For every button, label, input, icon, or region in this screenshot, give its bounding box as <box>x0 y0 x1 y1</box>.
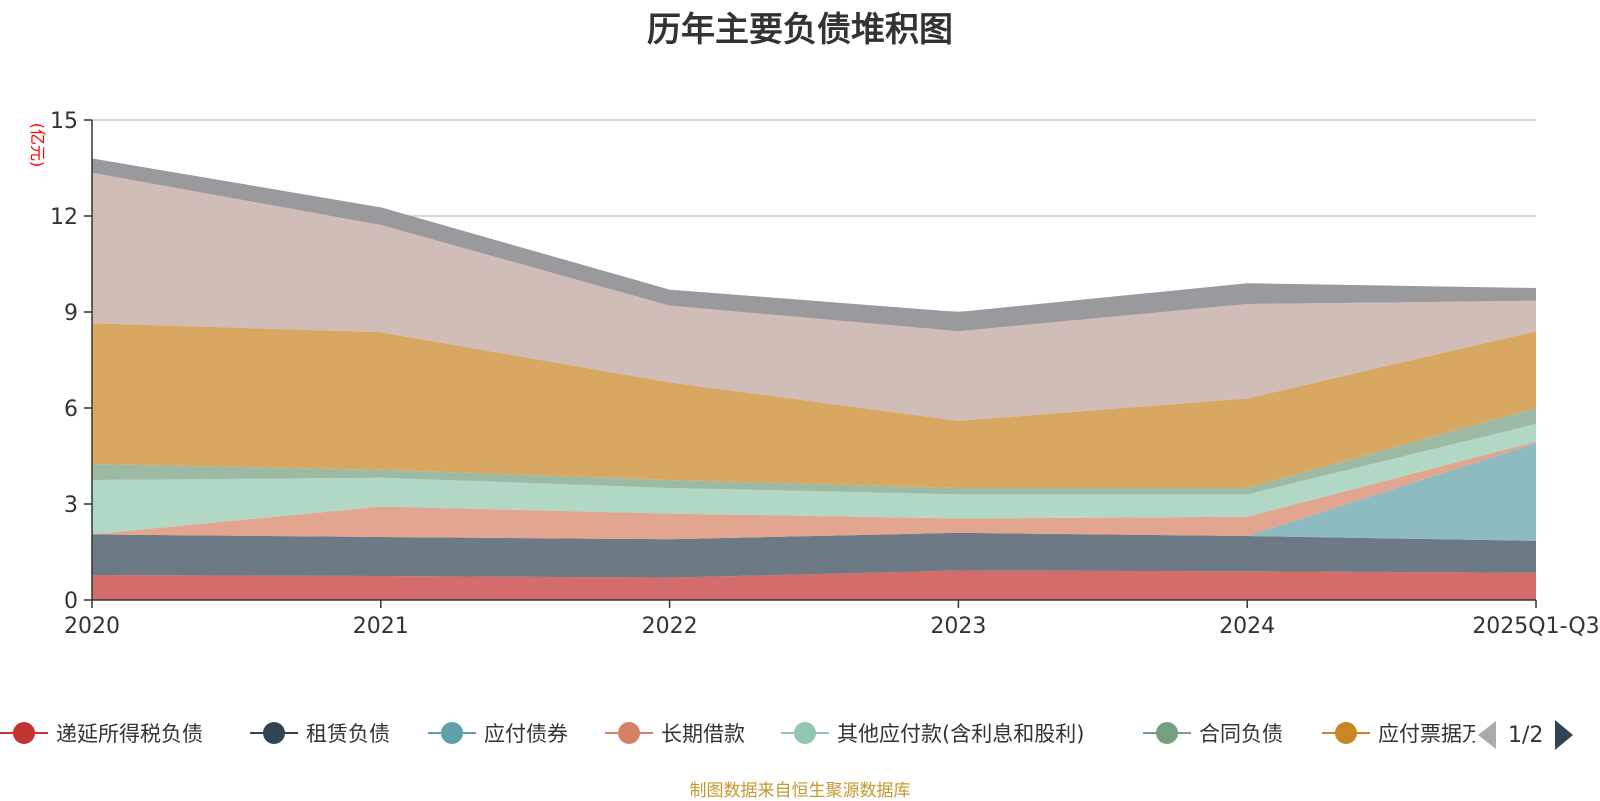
legend-item[interactable]: 其他应付款(含利息和股利) <box>781 718 1084 748</box>
legend-marker-icon <box>1143 718 1191 748</box>
legend-marker-icon <box>605 718 653 748</box>
legend-item[interactable]: 应付债券 <box>428 718 568 748</box>
arrow-left-icon[interactable] <box>1478 721 1496 749</box>
legend-label: 应付票据万 <box>1378 722 1475 746</box>
data-source-note: 制图数据来自恒生聚源数据库 <box>689 781 911 801</box>
y-tick-labels: 0 3 6 9 12 15 <box>50 109 92 614</box>
legend-label: 递延所得税负债 <box>56 722 203 746</box>
x-tick-labels: 2020 2021 2022 2023 2024 2025Q1-Q3 <box>64 600 1600 639</box>
stacked-area-chart: 0 3 6 9 12 15 2020 2021 2022 2023 2024 2025Q1-Q3 (… <box>28 109 1600 639</box>
x-tick-label: 2020 <box>64 614 120 639</box>
x-tick-label: 2023 <box>930 614 986 639</box>
legend-marker-icon <box>781 718 829 748</box>
legend: 递延所得税负债 租赁负债 应付债券 长期借款 其他应付款(含利息和股利) 合同负债 应付票据… <box>0 718 1475 754</box>
y-tick-label: 9 <box>64 301 78 326</box>
legend-label: 合同负债 <box>1199 722 1283 746</box>
y-tick-label: 15 <box>50 109 78 134</box>
x-tick-label: 2025Q1-Q3 <box>1472 614 1599 639</box>
axes <box>91 120 1536 601</box>
y-axis-label: (亿元) <box>28 123 47 168</box>
area-series <box>92 158 1536 600</box>
area-series-0 <box>92 570 1536 600</box>
y-tick-label: 12 <box>50 205 78 230</box>
x-tick-label: 2024 <box>1219 614 1275 639</box>
legend-page-indicator: 1/2 <box>1508 722 1544 748</box>
y-tick-label: 0 <box>64 589 78 614</box>
legend-label: 租赁负债 <box>306 722 390 746</box>
legend-item[interactable]: 长期借款 <box>605 718 745 748</box>
legend-item[interactable]: 递延所得税负债 <box>0 718 203 748</box>
legend-label: 其他应付款(含利息和股利) <box>837 722 1085 746</box>
legend-label: 长期借款 <box>661 722 745 746</box>
legend-marker-icon <box>250 718 298 748</box>
area-series-7 <box>92 172 1536 421</box>
legend-item[interactable]: 租赁负债 <box>250 718 390 748</box>
arrow-right-icon[interactable] <box>1555 720 1574 750</box>
y-tick-label: 3 <box>64 493 78 518</box>
area-series-1 <box>92 532 1536 578</box>
area-series-5 <box>92 408 1536 495</box>
chart-title: 历年主要负债堆积图 <box>647 10 953 50</box>
legend-label: 应付债券 <box>484 722 568 746</box>
area-series-4 <box>92 424 1536 535</box>
x-tick-label: 2021 <box>353 614 409 639</box>
area-series-6 <box>92 323 1536 488</box>
legend-marker-icon <box>1322 718 1370 748</box>
area-series-2 <box>92 443 1536 541</box>
legend-marker-icon <box>428 718 476 748</box>
y-tick-label: 6 <box>64 397 78 422</box>
legend-item[interactable]: 应付票据万 <box>1322 718 1475 748</box>
legend-item[interactable]: 合同负债 <box>1143 718 1283 748</box>
area-series-3 <box>92 441 1536 540</box>
x-tick-label: 2022 <box>642 614 698 639</box>
legend-marker-icon <box>0 718 48 748</box>
legend-pager: 1/2 <box>1478 718 1574 752</box>
